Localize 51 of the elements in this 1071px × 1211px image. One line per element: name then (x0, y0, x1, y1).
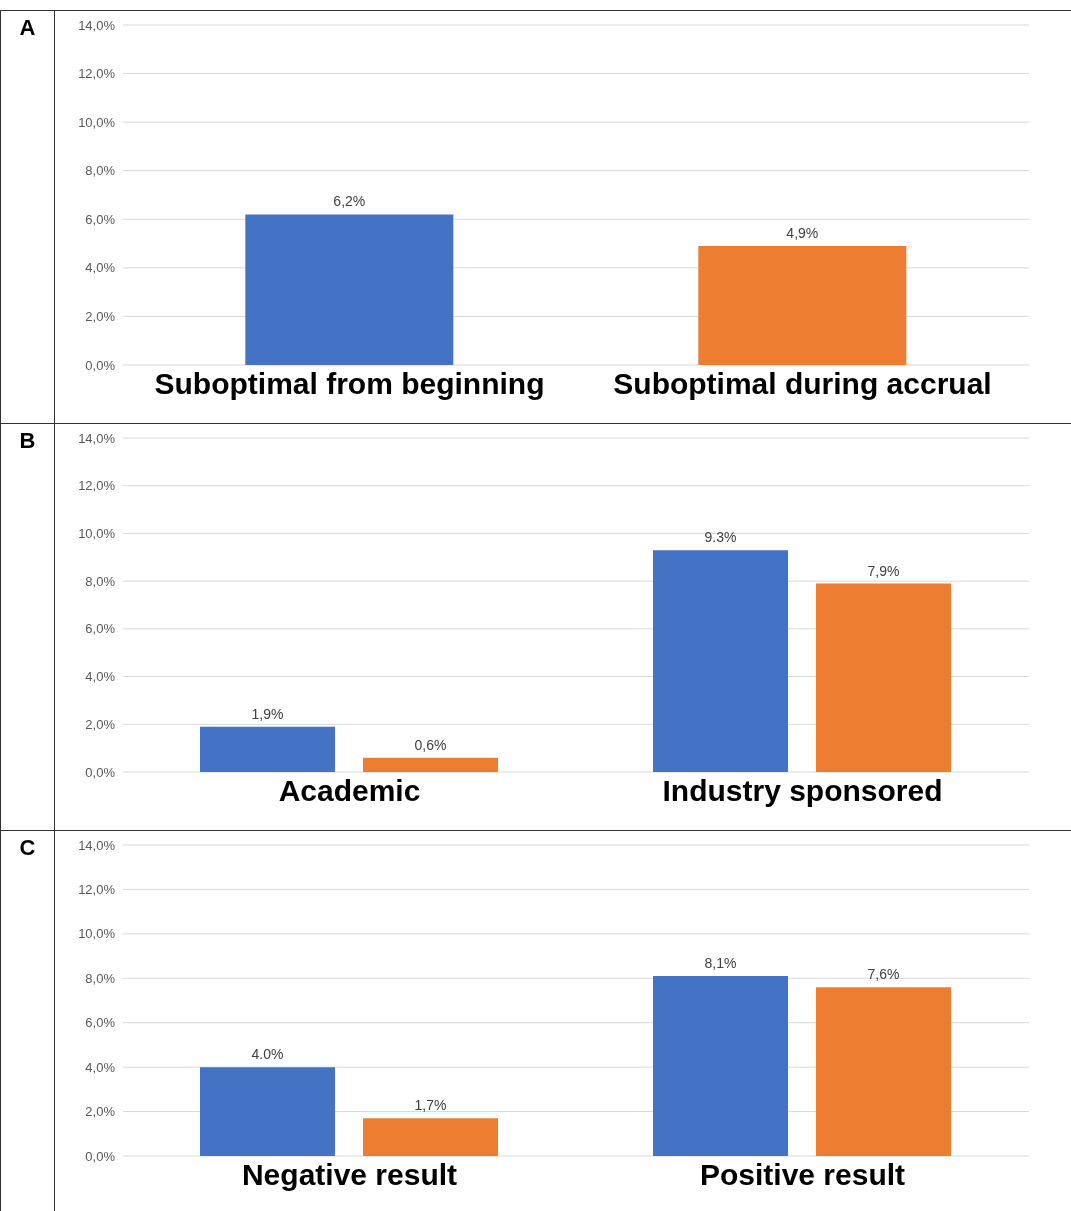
bar (363, 757, 499, 772)
y-tick-label: 4,0% (85, 669, 116, 685)
bar (653, 550, 789, 772)
x-tick-label: Negative result (241, 1158, 458, 1192)
chart-title: A (0, 11, 55, 423)
y-tick-label: 4,0% (85, 1059, 116, 1075)
chart-title: B (0, 424, 55, 830)
data-label: 1,7% (414, 1097, 447, 1114)
y-tick-label: 6,0% (85, 211, 116, 227)
bar (200, 726, 336, 772)
y-tick-label: 12,0% (78, 66, 116, 82)
y-tick-label: 4,0% (85, 260, 116, 276)
y-tick-label: 10,0% (78, 114, 116, 130)
chart-title: C (0, 831, 55, 1211)
data-label: 0,6% (414, 736, 447, 753)
y-tick-label: 6,0% (85, 1015, 116, 1031)
x-tick-label: Industry sponsored (662, 774, 943, 808)
y-tick-label: 10,0% (78, 526, 116, 542)
y-tick-label: 2,0% (85, 716, 116, 732)
y-tick-label: 10,0% (78, 926, 116, 942)
y-tick-label: 8,0% (85, 573, 116, 589)
y-tick-label: 2,0% (85, 309, 116, 325)
bar (200, 1067, 336, 1156)
bar (653, 976, 789, 1156)
y-tick-label: 8,0% (85, 970, 116, 986)
x-tick-label: Positive result (699, 1158, 906, 1192)
data-label: 7,6% (867, 966, 900, 983)
y-tick-label: 6,0% (85, 621, 116, 637)
y-tick-label: 14,0% (78, 430, 116, 446)
x-tick-label: Academic (278, 774, 421, 808)
y-tick-label: 14,0% (78, 17, 116, 33)
data-label: 4.0% (251, 1046, 284, 1063)
y-tick-label: 14,0% (78, 837, 116, 853)
data-label: 1,9% (251, 705, 284, 722)
bar (363, 1118, 499, 1156)
x-tick-label: Suboptimal during accrual (613, 367, 992, 401)
y-tick-label: 2,0% (85, 1104, 116, 1120)
y-tick-label: 12,0% (78, 882, 116, 898)
data-label: 7,9% (867, 562, 900, 579)
y-tick-label: 0,0% (85, 357, 116, 373)
x-tick-label: Suboptimal from beginning (154, 367, 545, 401)
data-label: 4,9% (786, 225, 819, 241)
data-label: 6,2% (333, 193, 366, 210)
y-tick-label: 0,0% (85, 1148, 116, 1164)
y-tick-label: 0,0% (85, 764, 116, 780)
bar (816, 987, 952, 1156)
y-tick-label: 8,0% (85, 163, 116, 179)
data-label: 9.3% (704, 529, 737, 546)
bar (816, 583, 952, 772)
data-label: 8,1% (704, 955, 737, 972)
y-tick-label: 12,0% (78, 478, 116, 494)
